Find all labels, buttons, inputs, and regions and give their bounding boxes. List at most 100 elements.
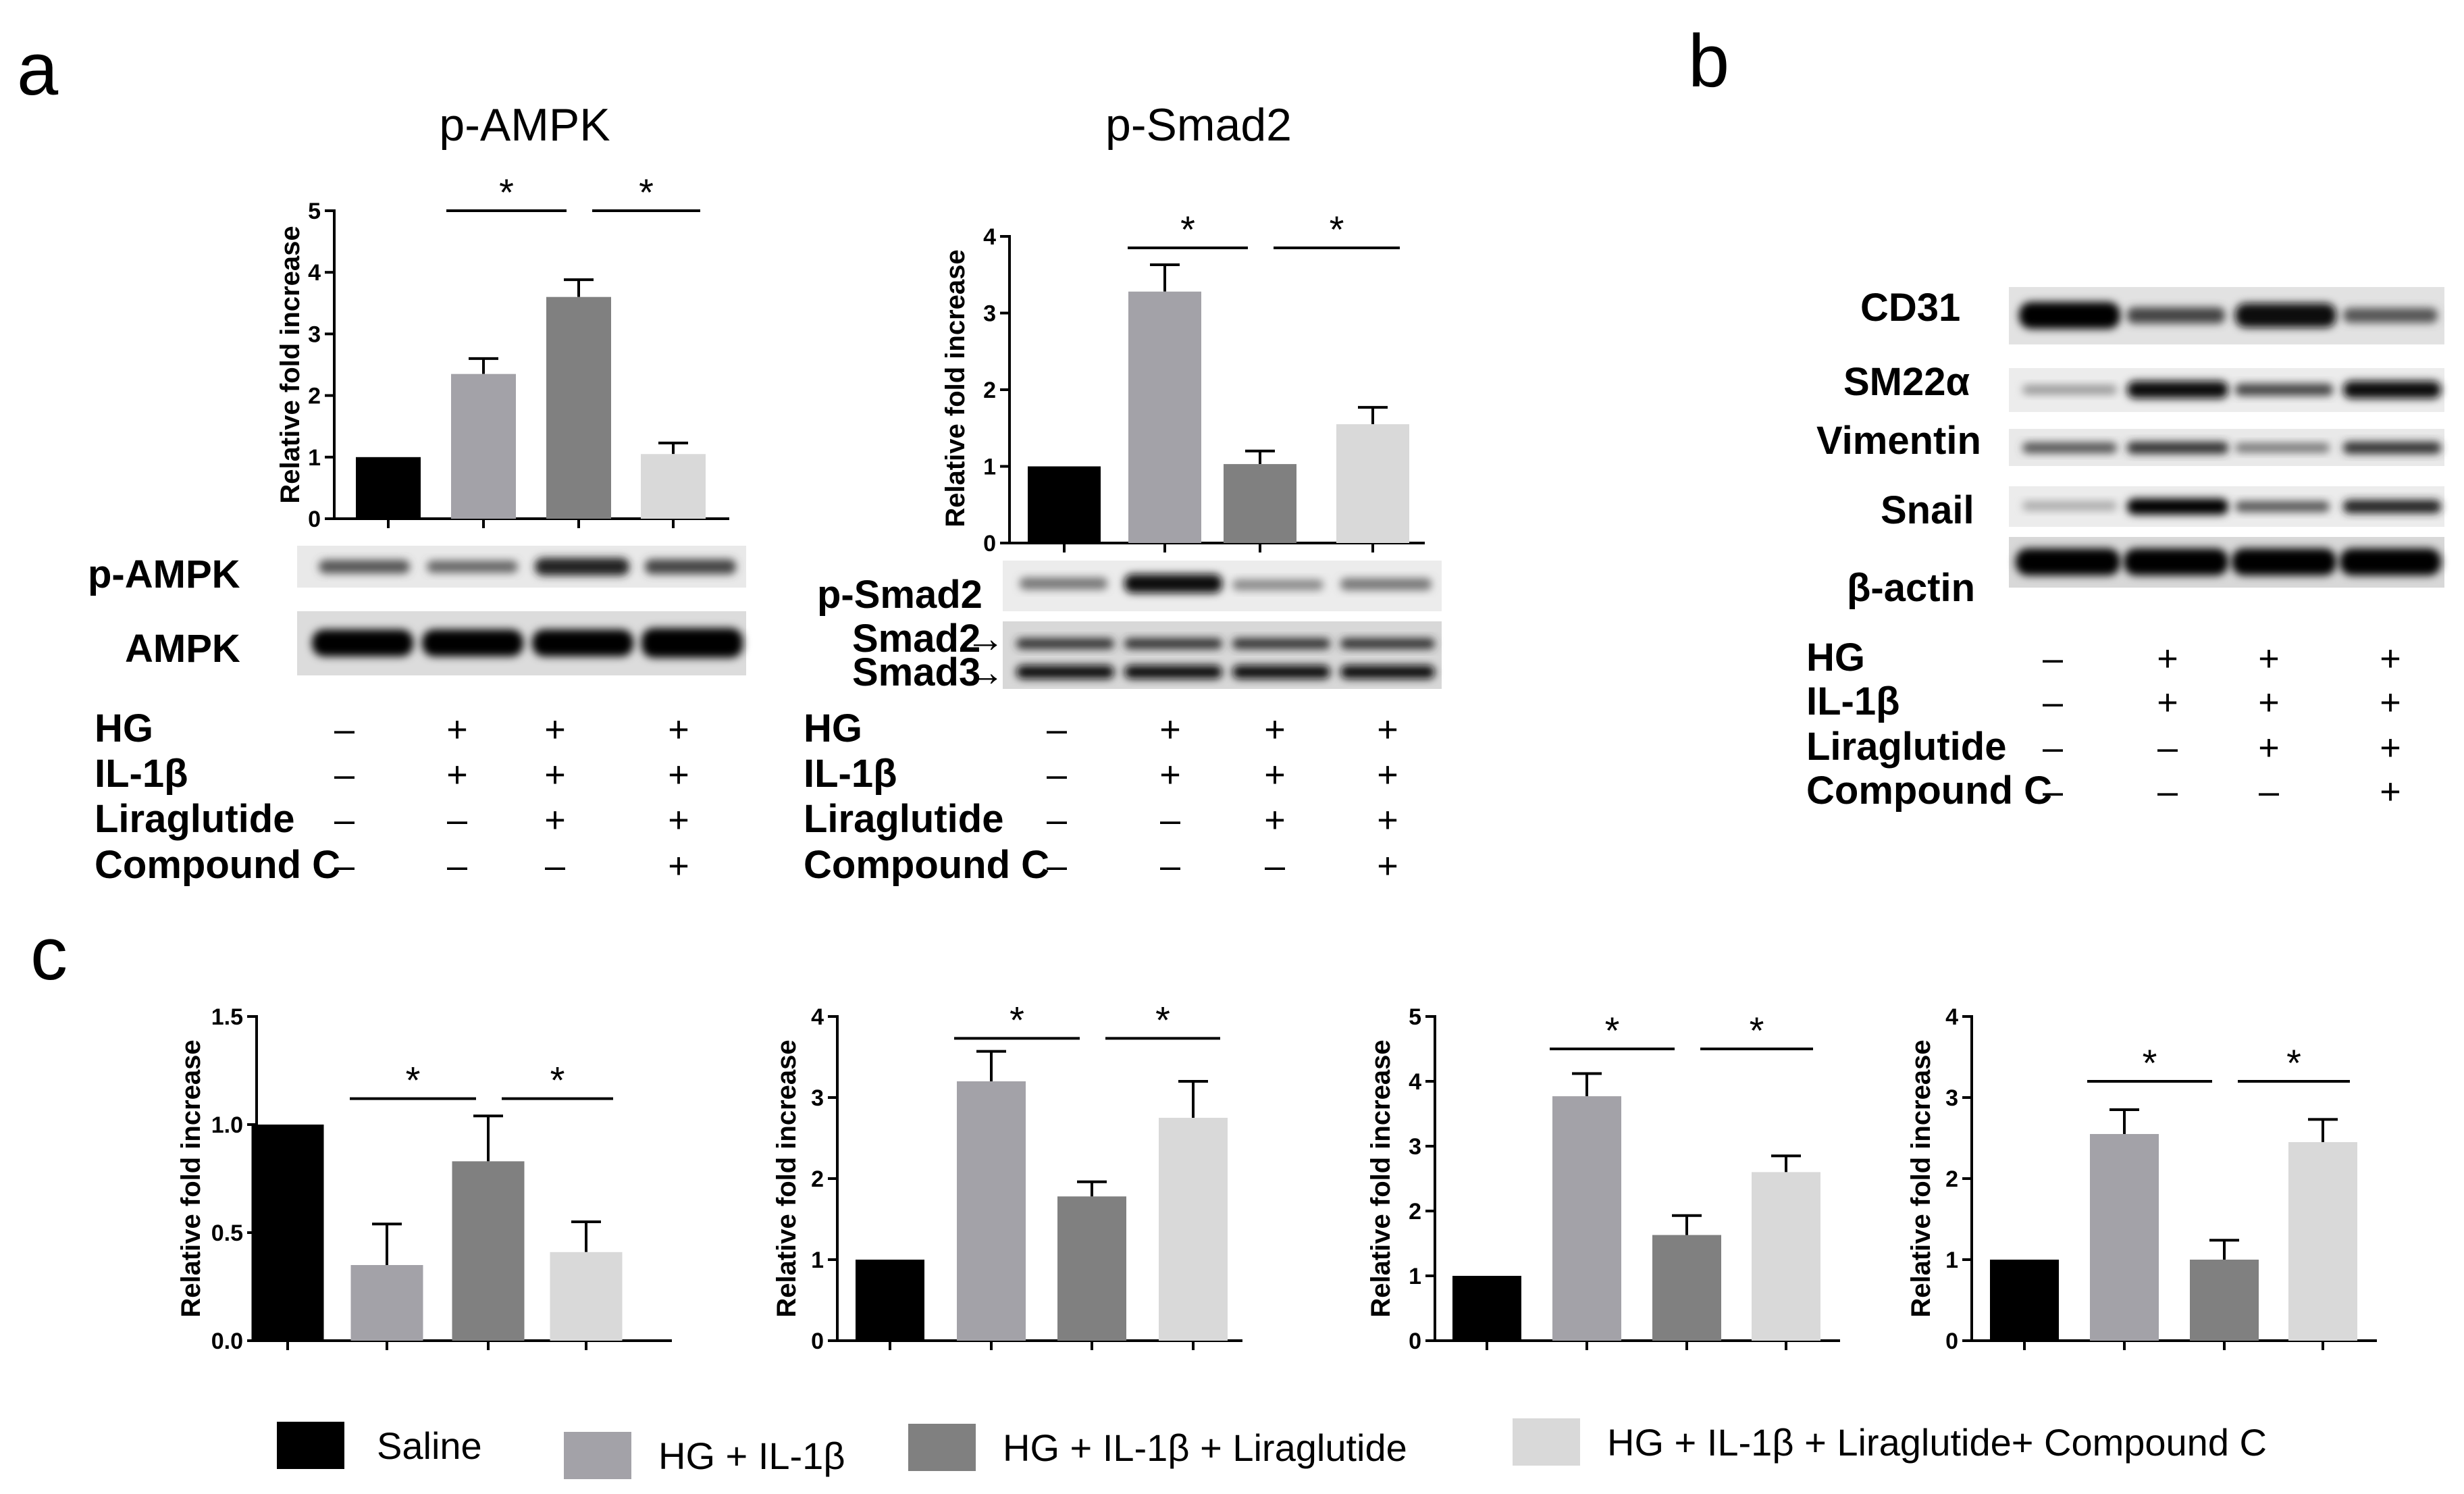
- blot-band: [1340, 578, 1432, 590]
- bar: [641, 454, 706, 519]
- treatment-sign: +: [2157, 682, 2178, 723]
- blot-label-sm22a: SM22α: [1843, 360, 1970, 404]
- y-axis-label: Relative fold increase: [1906, 1039, 1936, 1317]
- blot-band: [2235, 443, 2330, 453]
- significance-star: *: [1180, 208, 1195, 251]
- treatment-label: IL-1β: [95, 752, 188, 796]
- treatment-sign: +: [2258, 638, 2280, 679]
- treatment-sign: +: [1264, 754, 1286, 795]
- y-axis-label: Relative fold increase: [1366, 1039, 1396, 1317]
- blot-band: [1124, 638, 1222, 649]
- y-tick-label: 2: [1409, 1199, 1421, 1225]
- treatment-label: Liraglutide: [1806, 725, 2006, 769]
- y-tick-label: 4: [1409, 1069, 1421, 1095]
- treatment-sign: –: [2157, 771, 2178, 812]
- y-tick-label: 0: [983, 531, 996, 557]
- blot-label-vimentin: Vimentin: [1816, 419, 1981, 463]
- blot-band: [2127, 442, 2228, 454]
- blot-band: [2343, 442, 2441, 454]
- y-tick-label: 2: [811, 1166, 824, 1192]
- treatment-sign: +: [2380, 727, 2401, 768]
- blot-band: [532, 629, 633, 656]
- blot-band: [641, 628, 743, 658]
- y-tick-label: 4: [983, 224, 996, 250]
- treatment-label: Liraglutide: [804, 797, 1003, 841]
- treatment-sign: –: [2043, 682, 2063, 723]
- blot-label-smad3: Smad3: [852, 650, 980, 694]
- legend-label: HG + IL-1β + Liraglutide+ Compound C: [1607, 1421, 2267, 1464]
- significance-star: *: [2143, 1041, 2157, 1084]
- bar: [350, 1265, 423, 1341]
- treatment-sign: –: [334, 846, 355, 886]
- significance-star: *: [1330, 208, 1344, 251]
- bar: [1336, 424, 1409, 543]
- significance-star: *: [406, 1059, 421, 1102]
- y-tick-label: 4: [308, 260, 321, 286]
- treatment-sign: +: [1264, 800, 1286, 840]
- chart-c3: Relative fold increase 0 1 2 3 4 5 * *: [1366, 1004, 1840, 1354]
- treatment-sign: +: [1377, 846, 1398, 886]
- legend-label: Saline: [377, 1424, 482, 1467]
- bar: [856, 1260, 924, 1341]
- bar: [452, 1161, 525, 1341]
- bar: [1552, 1096, 1621, 1341]
- blot-band: [1232, 638, 1330, 649]
- y-tick-label: 1: [983, 455, 996, 480]
- treatment-sign: –: [1047, 800, 1067, 840]
- blot-band: [645, 559, 736, 574]
- blot-band: [2016, 548, 2120, 575]
- treatment-table-smad: HG – + + +IL-1β – + + +Liraglutide – – + +Compound C…: [804, 706, 1398, 887]
- blot-band: [1016, 665, 1114, 679]
- arrow-smad3: →: [966, 650, 1005, 694]
- treatment-label: IL-1β: [804, 752, 897, 796]
- chart-title: p-AMPK: [439, 99, 610, 151]
- treatment-sign: +: [1377, 800, 1398, 840]
- panel-label-a: a: [17, 28, 59, 111]
- legend-swatch: [908, 1424, 976, 1471]
- blot-band: [2232, 548, 2336, 575]
- y-axis-label: Relative fold increase: [772, 1039, 802, 1317]
- significance-star: *: [2286, 1041, 2301, 1084]
- treatment-label: Liraglutide: [95, 797, 294, 841]
- blot-band: [2343, 308, 2438, 323]
- y-tick-label: 4: [811, 1004, 824, 1030]
- significance-star: *: [1155, 998, 1170, 1041]
- blot-band: [312, 629, 413, 656]
- blot-label-ampk: AMPK: [125, 627, 240, 671]
- treatment-sign: –: [447, 846, 467, 886]
- blot-band: [2022, 442, 2117, 453]
- bar: [550, 1252, 623, 1341]
- panel-label-c: c: [30, 912, 68, 996]
- treatment-sign: +: [1159, 709, 1181, 750]
- bar: [1159, 1118, 1228, 1341]
- chart-title: p-Smad2: [1105, 99, 1292, 151]
- treatment-sign: +: [2258, 682, 2280, 723]
- blot-band: [1124, 665, 1222, 679]
- blot-band: [1232, 665, 1330, 679]
- blot-label-smad2: Smad2: [852, 617, 980, 661]
- arrow-smad2: →: [966, 617, 1005, 661]
- legend-swatch: [277, 1422, 344, 1469]
- blot-band: [2022, 501, 2117, 511]
- blot-band: [1340, 638, 1435, 649]
- blot-band: [535, 558, 629, 575]
- significance-star: *: [1605, 1009, 1620, 1052]
- treatment-sign: +: [1159, 754, 1181, 795]
- y-tick-label: 0: [811, 1329, 824, 1354]
- treatment-sign: –: [545, 846, 565, 886]
- y-tick-label: 0: [308, 507, 321, 532]
- blot-label-snail: Snail: [1881, 488, 1974, 532]
- y-tick-label: 3: [983, 301, 996, 327]
- blot-band: [1124, 574, 1222, 593]
- blot-smad: p-Smad2 Smad2 Smad3 → →: [817, 561, 1442, 694]
- treatment-table-ampk: HG – + + +IL-1β – + + +Liraglutide – – + +Compound C…: [95, 706, 689, 887]
- treatment-sign: +: [1264, 709, 1286, 750]
- blot-band: [422, 629, 523, 656]
- blot-band: [2127, 307, 2225, 324]
- treatment-sign: –: [2043, 638, 2063, 679]
- treatment-sign: –: [1265, 846, 1285, 886]
- legend: Saline HG + IL-1β HG + IL-1β + Liraglutide…: [277, 1418, 2267, 1479]
- blot-band: [2235, 303, 2336, 328]
- y-tick-label: 5: [308, 199, 321, 224]
